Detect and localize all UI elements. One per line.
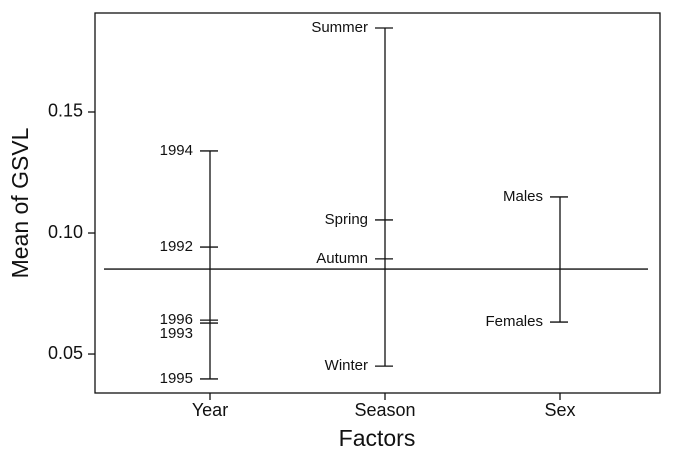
y-tick-label: 0.10 — [48, 222, 83, 242]
level-label: 1992 — [160, 238, 193, 255]
x-tick-label: Sex — [544, 400, 575, 420]
y-tick-label: 0.05 — [48, 343, 83, 363]
level-label: Males — [503, 188, 543, 205]
y-tick-label: 0.15 — [48, 101, 83, 121]
level-label: 1994 — [160, 142, 193, 159]
level-label: Females — [485, 313, 543, 330]
level-label: 1996 — [160, 311, 193, 328]
y-axis-title: Mean of GSVL — [7, 127, 33, 278]
plot-frame — [94, 12, 661, 394]
level-label: 1995 — [160, 370, 193, 387]
x-tick-label: Year — [192, 400, 228, 420]
level-label: Winter — [325, 357, 368, 374]
level-label: Spring — [325, 211, 368, 228]
x-tick-label: Season — [354, 400, 415, 420]
level-label: Summer — [311, 19, 368, 36]
x-axis-title: Factors — [339, 425, 416, 451]
level-label: Autumn — [316, 250, 368, 267]
level-label: 1993 — [160, 325, 193, 342]
